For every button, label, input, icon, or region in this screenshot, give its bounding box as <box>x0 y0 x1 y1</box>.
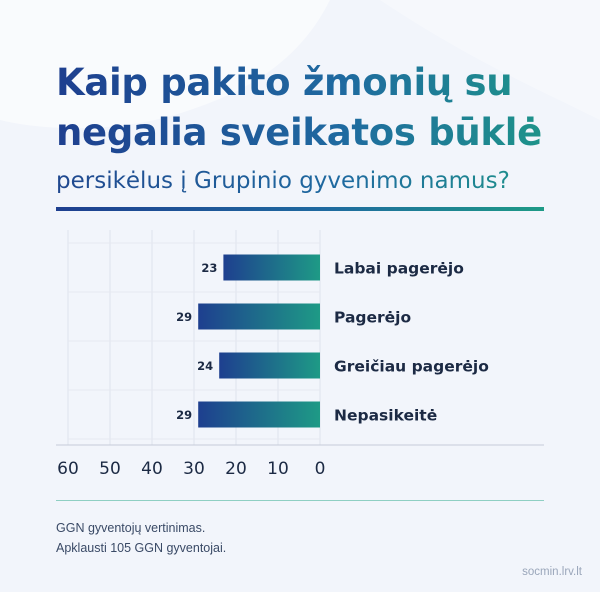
category-label: Labai pagerėjo <box>334 260 464 278</box>
bar <box>219 352 320 379</box>
bar <box>198 401 320 428</box>
bar-value-label: 24 <box>197 359 213 373</box>
source-url: socmin.lrv.lt <box>522 566 582 578</box>
footer-divider <box>56 500 544 501</box>
bar-value-label: 29 <box>176 408 192 422</box>
bar <box>223 254 320 281</box>
category-label: Pagerėjo <box>334 309 411 327</box>
footnote-line-2: Apklausti 105 GGN gyventojai. <box>56 541 227 555</box>
x-tick-label: 20 <box>225 459 247 479</box>
chart-bars <box>198 254 320 428</box>
x-tick-label: 30 <box>183 459 205 479</box>
category-label: Greičiau pagerėjo <box>334 358 489 376</box>
bar-value-label: 23 <box>201 261 217 275</box>
category-label: Nepasikeitė <box>334 407 437 425</box>
x-tick-label: 40 <box>141 459 163 479</box>
x-tick-label: 0 <box>315 459 326 479</box>
x-tick-label: 10 <box>267 459 289 479</box>
bar <box>198 303 320 330</box>
x-tick-label: 50 <box>99 459 121 479</box>
chart-labels: 60 50 40 30 20 10 0 23 Labai pagerėjo 29 Pagerėjo 2… <box>57 260 489 480</box>
chart-subtitle: persikėlus į Grupinio gyvenimo namus? <box>56 166 576 196</box>
footnote-line-1: GGN gyventojų vertinimas. <box>56 521 206 535</box>
bar-value-label: 29 <box>176 310 192 324</box>
bar-chart: 60 50 40 30 20 10 0 23 Labai pagerėjo 29 Pagerėjo 2… <box>56 230 544 480</box>
footnotes: GGN gyventojų vertinimas. Apklausti 105 … <box>56 518 226 558</box>
title-underline <box>56 207 544 211</box>
x-tick-label: 60 <box>57 459 79 479</box>
